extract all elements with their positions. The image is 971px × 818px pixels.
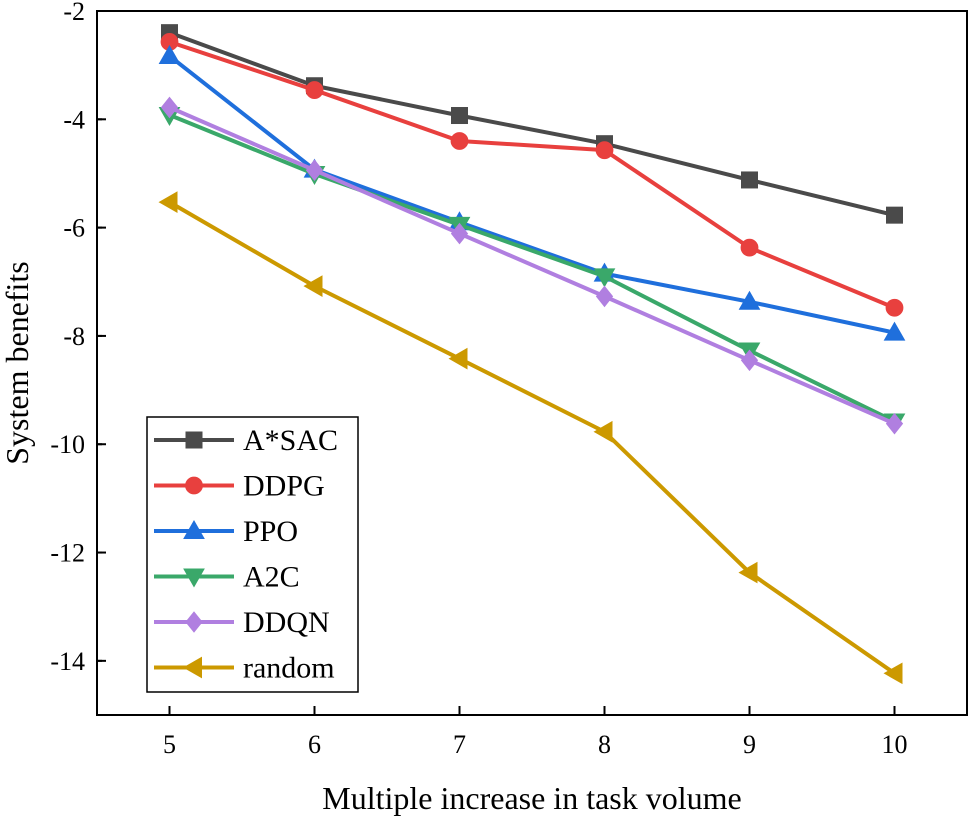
data-point-ddpg <box>450 132 469 150</box>
series-line-ppo <box>168 54 895 335</box>
data-point-a-sac <box>886 206 903 224</box>
data-point-a-sac <box>741 171 758 189</box>
x-tick-label: 9 <box>743 730 756 759</box>
data-point-ppo <box>883 321 906 341</box>
legend-item-ddqn: DDQN <box>154 606 330 639</box>
legend-item-a2c: A2C <box>154 561 300 594</box>
series-a-sac <box>161 24 903 224</box>
x-tick-label: 5 <box>163 730 176 759</box>
series-ppo <box>158 44 906 341</box>
legend-label-ddpg: DDPG <box>243 470 325 503</box>
data-point-ddpg <box>885 298 904 317</box>
legend-marker-ddqn <box>185 611 203 633</box>
series-line-ddpg <box>168 39 896 310</box>
legend-item-random: random <box>154 652 335 685</box>
legend-label-a-sac: A*SAC <box>243 424 338 457</box>
data-point-a2c <box>593 268 616 288</box>
y-tick-label: -4 <box>63 105 85 134</box>
data-point-random <box>448 347 468 370</box>
legend-marker-a2c <box>183 568 205 588</box>
legend-label-random: random <box>243 652 335 685</box>
data-point-random <box>883 662 903 685</box>
legend-box <box>146 416 359 693</box>
data-point-random <box>303 275 323 297</box>
data-point-ddpg <box>595 141 614 160</box>
data-point-ddqn <box>305 159 324 182</box>
legend-label-ddqn: DDQN <box>243 606 330 639</box>
y-tick-label: -2 <box>63 0 85 26</box>
series-line-random <box>168 200 896 675</box>
x-axis-title: Multiple increase in task volume <box>322 780 741 816</box>
legend-item-a-sac: A*SAC <box>154 424 338 457</box>
series-random <box>158 191 903 685</box>
data-point-random <box>738 561 758 584</box>
data-point-ppo <box>158 44 181 64</box>
legend-label-a2c: A2C <box>243 561 300 594</box>
data-point-ddqn <box>450 222 469 245</box>
series-layer <box>158 24 906 685</box>
legend-marker-a-sac <box>185 431 203 449</box>
y-axis-ticks: -2 -4 -6 -8 -10 -12 -14 <box>50 0 106 676</box>
data-point-ddqn <box>160 96 179 119</box>
y-tick-label: -10 <box>50 430 85 459</box>
y-tick-label: -8 <box>63 322 85 351</box>
series-line-a-sac <box>168 30 895 218</box>
data-point-a-sac <box>451 107 468 125</box>
series-ddpg <box>160 32 904 317</box>
x-tick-label: 6 <box>308 730 321 759</box>
x-tick-label: 10 <box>882 730 908 759</box>
legend-label-ppo: PPO <box>243 515 298 548</box>
y-tick-label: -14 <box>50 647 85 676</box>
legend: A*SAC DDPG PPO A2C DDQN random <box>146 416 359 693</box>
x-tick-label: 7 <box>453 730 466 759</box>
y-axis-title: System benefits <box>0 261 35 465</box>
series-a2c <box>158 106 906 433</box>
data-point-ddqn <box>740 349 759 372</box>
series-line-a2c <box>168 113 896 424</box>
data-point-random <box>593 420 613 443</box>
legend-item-ddpg: DDPG <box>154 470 325 503</box>
legend-marker-ppo <box>183 519 205 539</box>
legend-marker-random <box>182 656 202 679</box>
plot-frame <box>96 10 968 716</box>
data-point-ddpg <box>305 81 324 99</box>
y-tick-label: -12 <box>50 539 85 568</box>
data-point-ppo <box>738 290 761 310</box>
x-tick-label: 8 <box>598 730 611 759</box>
data-point-ddqn <box>885 412 904 435</box>
series-ddqn <box>160 96 904 435</box>
data-point-ddqn <box>595 285 614 308</box>
legend-item-ppo: PPO <box>154 515 298 548</box>
data-point-ddpg <box>740 238 759 257</box>
series-line-ddqn <box>168 105 896 426</box>
y-tick-label: -6 <box>63 214 85 243</box>
data-point-random <box>158 191 178 214</box>
legend-marker-ddpg <box>185 476 203 495</box>
x-axis-ticks: 5 6 7 8 9 10 <box>163 706 908 759</box>
